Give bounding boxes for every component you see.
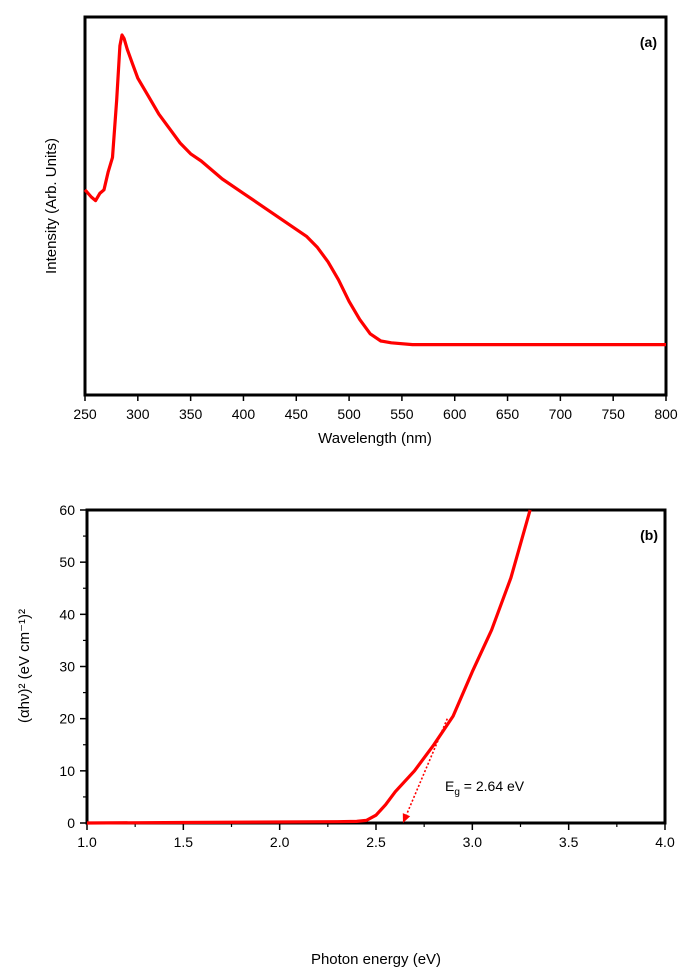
panel-label-b: (b): [640, 527, 658, 543]
y-axis-title-a: Intensity (Arb. Units): [43, 138, 60, 274]
y-tick-label-b: 20: [59, 711, 75, 727]
x-tick-label-a: 400: [232, 406, 256, 422]
y-axis-title-b: (αhν)² (eV cm⁻¹)²: [16, 609, 33, 723]
y-tick-labels-b: 0 10 20 30 40 50 60: [59, 502, 75, 831]
y-tick-label-b: 60: [59, 502, 75, 518]
x-tick-label-a: 650: [496, 406, 520, 422]
series-line-a: [83, 33, 666, 347]
panel-label-a: (a): [640, 34, 657, 50]
x-tick-label-a: 350: [179, 406, 203, 422]
plot-frame-b: [85, 508, 667, 825]
x-tick-label-a: 750: [602, 406, 626, 422]
x-tick-labels-b: 1.0 1.5 2.0 2.5 3.0 3.5 4.0: [77, 834, 675, 850]
eg-annotation-rest: = 2.64 eV: [460, 778, 525, 794]
x-ticks-a: [84, 395, 667, 401]
y-tick-label-b: 50: [59, 554, 75, 570]
x-tick-label-b: 1.5: [174, 834, 194, 850]
x-axis-title-a: Wavelength (nm): [318, 430, 432, 447]
x-tick-label-b: 3.0: [463, 834, 483, 850]
eg-arrowhead: [402, 813, 411, 823]
panel-a: 250 300 350 400 450 500 550 600 650 700 750 800 (a)…: [43, 15, 678, 447]
x-tick-label-b: 2.0: [270, 834, 290, 850]
y-tick-label-b: 40: [59, 606, 75, 622]
x-tick-label-a: 300: [126, 406, 150, 422]
panel-b: 1.0 1.5 2.0 2.5 3.0 3.5 4.0 0 10 20 30 40 50 60 Eg =…: [16, 502, 675, 968]
y-tick-label-b: 30: [59, 659, 75, 675]
x-tick-label-b: 3.5: [559, 834, 579, 850]
x-axis-title-b: Photon energy (eV): [311, 951, 441, 968]
x-tick-label-b: 4.0: [655, 834, 675, 850]
x-tick-label-a: 600: [443, 406, 467, 422]
x-tick-label-a: 800: [654, 406, 678, 422]
plot-frame-a: [83, 15, 668, 397]
x-tick-label-a: 450: [285, 406, 309, 422]
x-tick-labels-a: 250 300 350 400 450 500 550 600 650 700 750 800: [73, 406, 678, 422]
eg-annotation-main: E: [445, 778, 454, 794]
x-tick-label-a: 500: [337, 406, 361, 422]
x-tick-label-a: 550: [390, 406, 414, 422]
eg-annotation: Eg = 2.64 eV: [445, 778, 525, 798]
x-tick-label-b: 2.5: [366, 834, 386, 850]
y-tick-label-b: 0: [67, 815, 75, 831]
x-tick-label-a: 700: [549, 406, 573, 422]
x-ticks-b: [86, 823, 666, 830]
series-line-b: [86, 509, 532, 825]
eg-arrow: [405, 718, 449, 816]
y-ticks-b: [80, 509, 87, 824]
x-tick-label-b: 1.0: [77, 834, 97, 850]
x-tick-label-a: 250: [73, 406, 97, 422]
eg-annotation-sub: g: [454, 787, 460, 798]
y-tick-label-b: 10: [59, 763, 75, 779]
